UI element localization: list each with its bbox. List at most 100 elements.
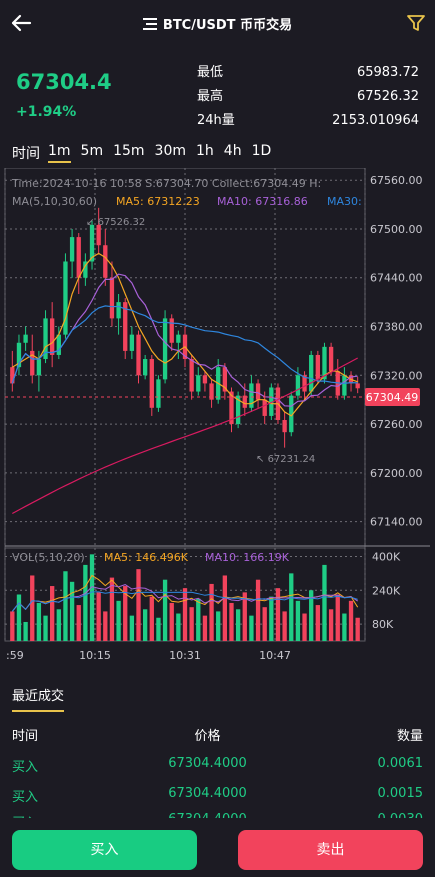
candle-body bbox=[149, 359, 154, 408]
trade-side: 买入 bbox=[12, 760, 39, 775]
title-text: BTC/USDT 币币交易 bbox=[162, 18, 293, 33]
volume-bar bbox=[209, 583, 214, 641]
trade-amount: 0.0061 bbox=[377, 756, 424, 771]
tab-30m[interactable]: 30m bbox=[154, 143, 186, 159]
vol-ma5-line bbox=[11, 574, 359, 612]
price-ticks: 67560.00 67500.00 67440.00 67380.00 67320.00… bbox=[370, 174, 423, 528]
candle-body bbox=[169, 318, 174, 343]
sell-button[interactable]: 卖出 bbox=[238, 830, 423, 870]
stat-label: 最低 bbox=[197, 65, 224, 80]
tab-1h[interactable]: 1h bbox=[196, 143, 214, 159]
candle-body bbox=[295, 375, 301, 396]
low-marker: ↖ 67231.24 bbox=[256, 454, 315, 465]
volume-bar bbox=[50, 586, 55, 641]
candle-body bbox=[63, 261, 68, 335]
volume-bar bbox=[189, 607, 194, 641]
volume-bar bbox=[116, 600, 121, 641]
candle-body bbox=[16, 342, 22, 368]
candle-body bbox=[322, 346, 327, 380]
price-tick-label: 67260.00 bbox=[370, 418, 423, 431]
candle-body bbox=[328, 346, 334, 372]
volume-tick-label: 80K bbox=[372, 618, 394, 631]
volume-bar bbox=[30, 575, 35, 641]
recent-trades-title[interactable]: 最近成交 bbox=[12, 685, 65, 712]
ma10-label: MA10: 67316.86 bbox=[217, 195, 308, 208]
tab-4h[interactable]: 4h bbox=[223, 143, 242, 159]
info-line: Time:2024-10-16 10:58 S:67304.70 Collect… bbox=[11, 177, 321, 190]
volume-bar bbox=[295, 600, 301, 641]
volume-bar bbox=[16, 594, 22, 641]
tab-1d[interactable]: 1D bbox=[251, 143, 272, 159]
volume-bar bbox=[222, 575, 228, 641]
ma60-line bbox=[12, 357, 358, 515]
volume-bar bbox=[136, 569, 141, 641]
volume-bar bbox=[129, 615, 135, 641]
arrow-left-icon[interactable] bbox=[6, 8, 36, 38]
ma-lines bbox=[11, 252, 358, 515]
volume-bar bbox=[328, 609, 334, 641]
tab-5m[interactable]: 5m bbox=[80, 143, 104, 159]
chart-grid bbox=[4, 168, 366, 641]
volume-ticks: 400K 240K 80K bbox=[372, 550, 401, 631]
volume-bar bbox=[289, 573, 294, 641]
tab-time[interactable]: 时间 bbox=[12, 146, 40, 162]
tab-15m[interactable]: 15m bbox=[113, 143, 145, 159]
filter-icon[interactable] bbox=[405, 12, 427, 34]
volume-bar bbox=[315, 605, 320, 641]
volume-bar bbox=[103, 611, 108, 641]
candle-body bbox=[176, 334, 181, 343]
volume-bar bbox=[335, 594, 340, 641]
stat-value: 67526.32 bbox=[356, 89, 419, 104]
volume-tick-label: 240K bbox=[372, 584, 401, 597]
candle-body bbox=[89, 224, 95, 262]
top-bar: BTC/USDT 币币交易 bbox=[0, 0, 435, 50]
candle-body bbox=[269, 387, 274, 416]
page-title[interactable]: BTC/USDT 币币交易 bbox=[0, 14, 435, 33]
trade-row: 买入 67304.4000 0.0015 bbox=[12, 786, 423, 805]
volume-bar bbox=[216, 611, 221, 641]
price-tick-label: 67320.00 bbox=[370, 369, 423, 382]
candle-body bbox=[69, 237, 75, 262]
candle-body bbox=[355, 383, 360, 389]
volume-bar bbox=[69, 581, 75, 641]
candle-body bbox=[162, 318, 168, 380]
stat-high: 最高 67526.32 bbox=[197, 87, 419, 111]
candle-body bbox=[229, 391, 234, 425]
candle-body bbox=[209, 383, 214, 400]
buy-button[interactable]: 买入 bbox=[12, 830, 197, 870]
volume-bar bbox=[249, 615, 254, 641]
kline-chart[interactable]: 67560.00 67500.00 67440.00 67380.00 67320.00… bbox=[0, 168, 435, 668]
stat-low: 最低 65983.72 bbox=[197, 63, 419, 87]
candle-body bbox=[156, 379, 161, 408]
volume-bar bbox=[109, 577, 115, 641]
volume-bar bbox=[123, 586, 128, 641]
high-marker: ↙ 67526.32 bbox=[86, 217, 145, 228]
stat-value: 65983.72 bbox=[356, 65, 419, 80]
volume-bar bbox=[229, 602, 234, 641]
candle-body bbox=[136, 334, 141, 376]
candle-body bbox=[116, 302, 121, 319]
volume-bar bbox=[10, 611, 15, 641]
tab-1m[interactable]: 1m bbox=[48, 143, 71, 163]
candle-body bbox=[249, 383, 254, 408]
candle-body bbox=[103, 245, 108, 278]
vol-ma5-label: MA5: 146.496K bbox=[104, 551, 189, 564]
stat-volume: 24h量 2153.010964 bbox=[197, 111, 419, 135]
volume-bar bbox=[182, 588, 188, 641]
candle-body bbox=[202, 375, 208, 384]
candle-body bbox=[222, 367, 228, 392]
volume-bar bbox=[262, 607, 267, 641]
period-tabs: 时间 1m 5m 15m 30m 1h 4h 1D bbox=[12, 143, 281, 163]
candle-body bbox=[289, 395, 294, 433]
time-tick-label: :59 bbox=[6, 649, 24, 662]
stat-value: 2153.010964 bbox=[332, 113, 419, 128]
stat-label: 24h量 bbox=[197, 113, 235, 128]
list-icon bbox=[142, 18, 157, 30]
candle-body bbox=[262, 399, 267, 416]
time-tick-label: 10:47 bbox=[259, 649, 291, 662]
volume-bar bbox=[162, 579, 168, 641]
trade-side: 买入 bbox=[12, 790, 39, 805]
volume-bar bbox=[43, 615, 48, 641]
volume-bar bbox=[149, 596, 154, 641]
vol-group-label: VOL(5,10,20) bbox=[12, 551, 85, 564]
